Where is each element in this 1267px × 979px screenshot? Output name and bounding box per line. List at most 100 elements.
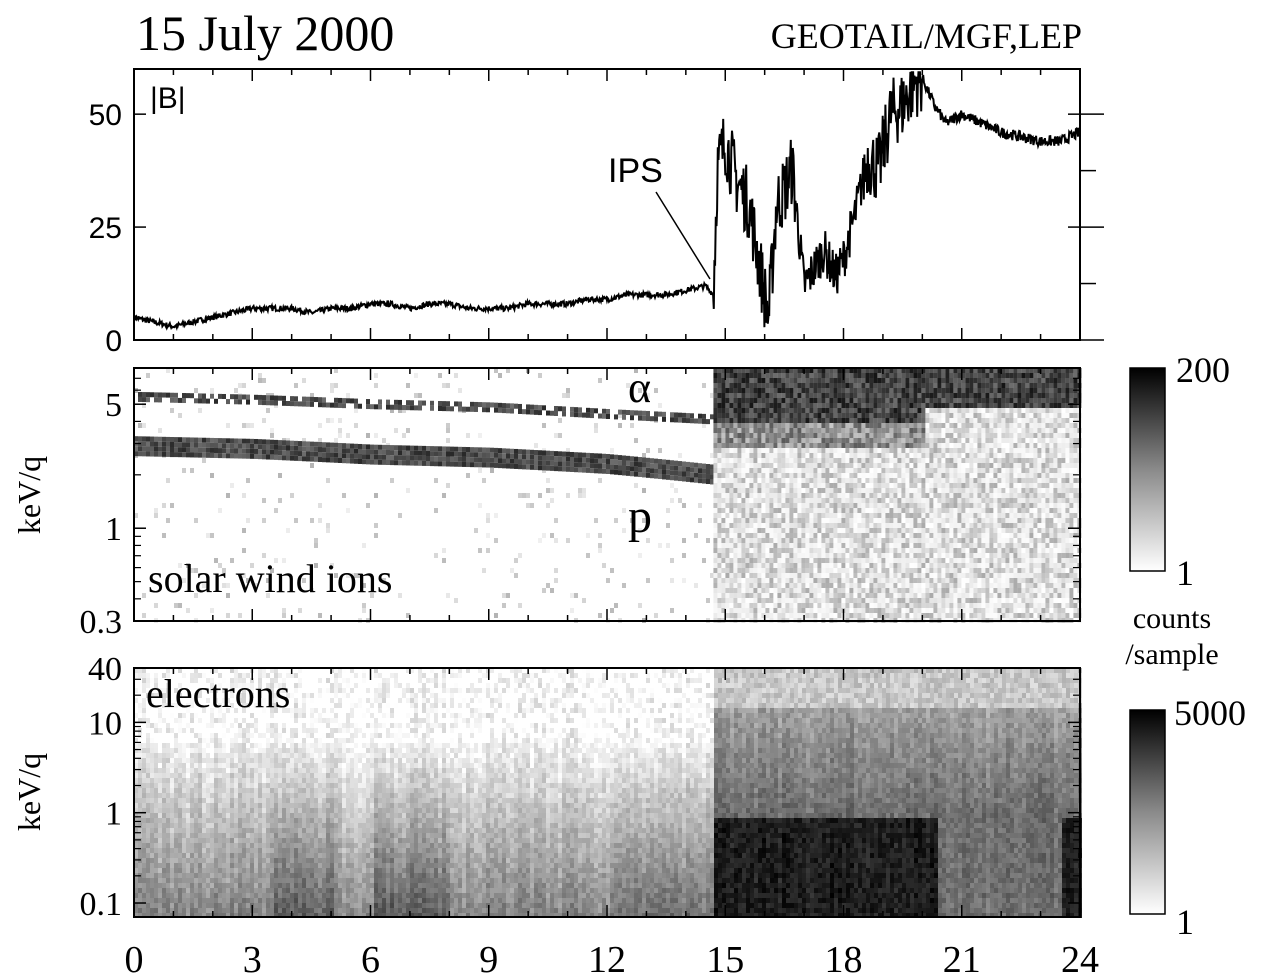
ion-pixel — [873, 393, 878, 398]
ion-pixel — [725, 383, 730, 388]
ion-pixel — [861, 433, 866, 438]
ion-pixel — [721, 373, 726, 378]
ion-pixel — [809, 603, 814, 608]
ion-pixel — [194, 447, 198, 453]
ion-pixel — [809, 538, 814, 543]
ion-pixel — [670, 465, 674, 471]
ion-pixel — [905, 603, 910, 608]
ion-pixel — [817, 508, 822, 513]
ion-pixel — [797, 403, 802, 408]
ion-pixel — [933, 523, 938, 528]
ion-pixel — [993, 453, 998, 458]
ion-pixel — [993, 458, 998, 463]
ion-pixel — [733, 403, 738, 408]
ion-pixel — [997, 388, 1002, 393]
ion-pixel — [745, 533, 750, 538]
ion-pixel — [865, 443, 870, 448]
ion-pixel — [154, 446, 158, 452]
ion-pixel — [773, 413, 778, 418]
ion-pixel — [985, 473, 990, 478]
ion-pixel — [765, 393, 770, 398]
ion-pixel — [602, 453, 606, 459]
ion-pixel — [825, 398, 830, 403]
ion-pixel — [781, 478, 786, 483]
ion-pixel — [881, 588, 886, 593]
ion-pixel — [698, 478, 702, 484]
ion-pixel — [973, 483, 978, 488]
ion-pixel — [729, 468, 734, 473]
ion-pixel — [893, 443, 898, 448]
ion-pixel — [402, 408, 406, 413]
ion-pixel — [210, 447, 214, 453]
ion-pixel — [362, 608, 366, 613]
ion-pixel — [849, 513, 854, 518]
ion-pixel — [989, 518, 994, 523]
ion-pixel — [721, 568, 726, 573]
ion-pixel — [334, 573, 338, 578]
ion-pixel — [294, 440, 298, 446]
ion-pixel — [817, 588, 822, 593]
ion-pixel — [917, 493, 922, 498]
ion-pixel — [242, 394, 246, 400]
ion-pixel — [989, 573, 994, 578]
ion-pixel — [737, 588, 742, 593]
ion-pixel — [378, 444, 382, 450]
ion-pixel — [981, 548, 986, 553]
ion-pixel — [789, 603, 794, 608]
ion-pixel — [853, 508, 858, 513]
ion-pixel — [917, 543, 922, 548]
ion-pixel — [861, 578, 866, 583]
ion-pixel — [769, 383, 774, 388]
ion-pixel — [294, 518, 298, 523]
ion-pixel — [769, 423, 774, 428]
ion-pixel — [310, 396, 314, 402]
ion-pixel — [881, 573, 886, 578]
ion-pixel — [913, 468, 918, 473]
ion-pixel — [789, 533, 794, 538]
ion-pixel — [933, 578, 938, 583]
ion-pixel — [522, 454, 526, 460]
ion-pixel — [933, 453, 938, 458]
ion-pixel — [737, 368, 742, 373]
ion-pixel — [749, 458, 754, 463]
ion-pixel — [841, 523, 846, 528]
ion-pixel — [989, 598, 994, 603]
ion-pixel — [773, 428, 778, 433]
ion-pixel — [857, 563, 862, 568]
ion-pixel — [909, 598, 914, 603]
ion-pixel — [957, 528, 962, 533]
ion-pixel — [969, 613, 974, 618]
ion-pixel — [765, 603, 770, 608]
ion-pixel — [761, 423, 766, 428]
ion-pixel — [761, 548, 766, 553]
ion-pixel — [478, 548, 482, 553]
ion-pixel — [270, 444, 274, 450]
ion-pixel — [801, 458, 806, 463]
ion-pixel — [713, 388, 718, 393]
ion-pixel — [725, 483, 730, 488]
ion-pixel — [873, 398, 878, 403]
ion-pixel — [849, 538, 854, 543]
ion-pixel — [330, 418, 334, 423]
ion-pixel — [753, 568, 758, 573]
ion-pixel — [757, 438, 762, 443]
b-y-ticklabel: 25 — [89, 212, 122, 245]
ion-pixel — [733, 603, 738, 608]
ion-pixel — [753, 518, 758, 523]
ion-pixel — [977, 498, 982, 503]
ion-pixel — [518, 454, 522, 460]
ion-pixel — [933, 528, 938, 533]
ion-pixel — [985, 588, 990, 593]
ion-pixel — [901, 518, 906, 523]
ion-pixel — [394, 399, 398, 405]
ion-pixel — [717, 423, 722, 428]
ion-pixel — [865, 518, 870, 523]
ion-pixel — [618, 409, 622, 415]
ion-pixel — [813, 388, 818, 393]
ion-pixel — [913, 533, 918, 538]
ion-pixel — [829, 373, 834, 378]
ion-pixel — [837, 413, 842, 418]
ion-pixel — [877, 403, 882, 408]
ion-pixel — [154, 451, 158, 457]
ion-pixel — [745, 453, 750, 458]
